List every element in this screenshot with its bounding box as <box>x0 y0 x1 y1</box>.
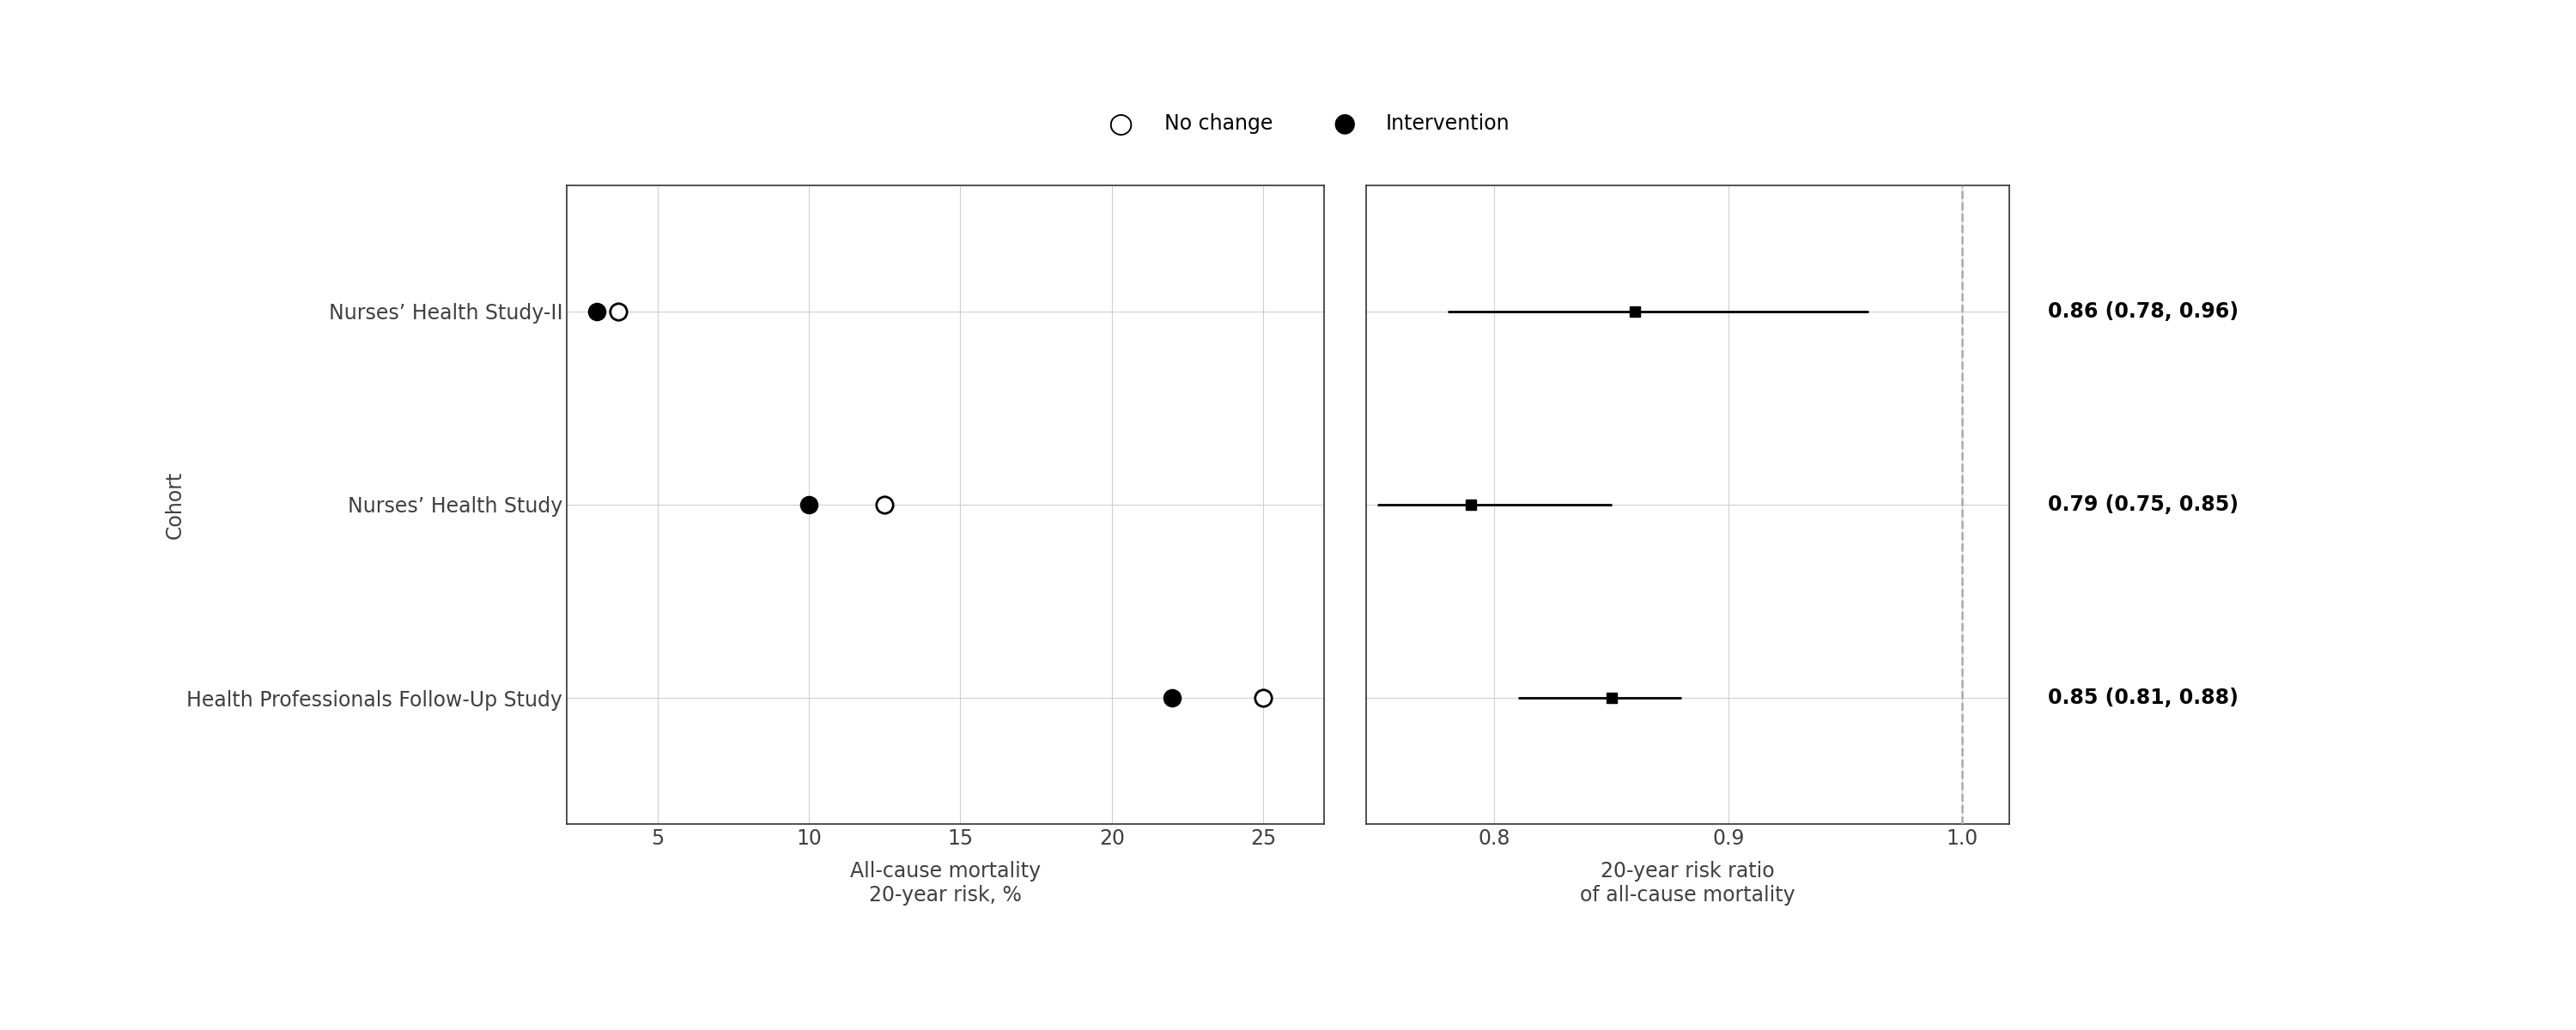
X-axis label: 20-year risk ratio
of all-cause mortality: 20-year risk ratio of all-cause mortalit… <box>1579 861 1795 905</box>
Text: No change: No change <box>1164 113 1273 134</box>
Text: 0.85 (0.81, 0.88): 0.85 (0.81, 0.88) <box>2048 688 2239 709</box>
Text: 0.86 (0.78, 0.96): 0.86 (0.78, 0.96) <box>2048 301 2239 321</box>
Text: Intervention: Intervention <box>1386 113 1510 134</box>
Text: 0.79 (0.75, 0.85): 0.79 (0.75, 0.85) <box>2048 494 2239 515</box>
Y-axis label: Cohort: Cohort <box>165 471 185 539</box>
X-axis label: All-cause mortality
20-year risk, %: All-cause mortality 20-year risk, % <box>850 861 1041 905</box>
Text: ○: ○ <box>1108 109 1133 138</box>
Text: ●: ● <box>1334 111 1355 136</box>
